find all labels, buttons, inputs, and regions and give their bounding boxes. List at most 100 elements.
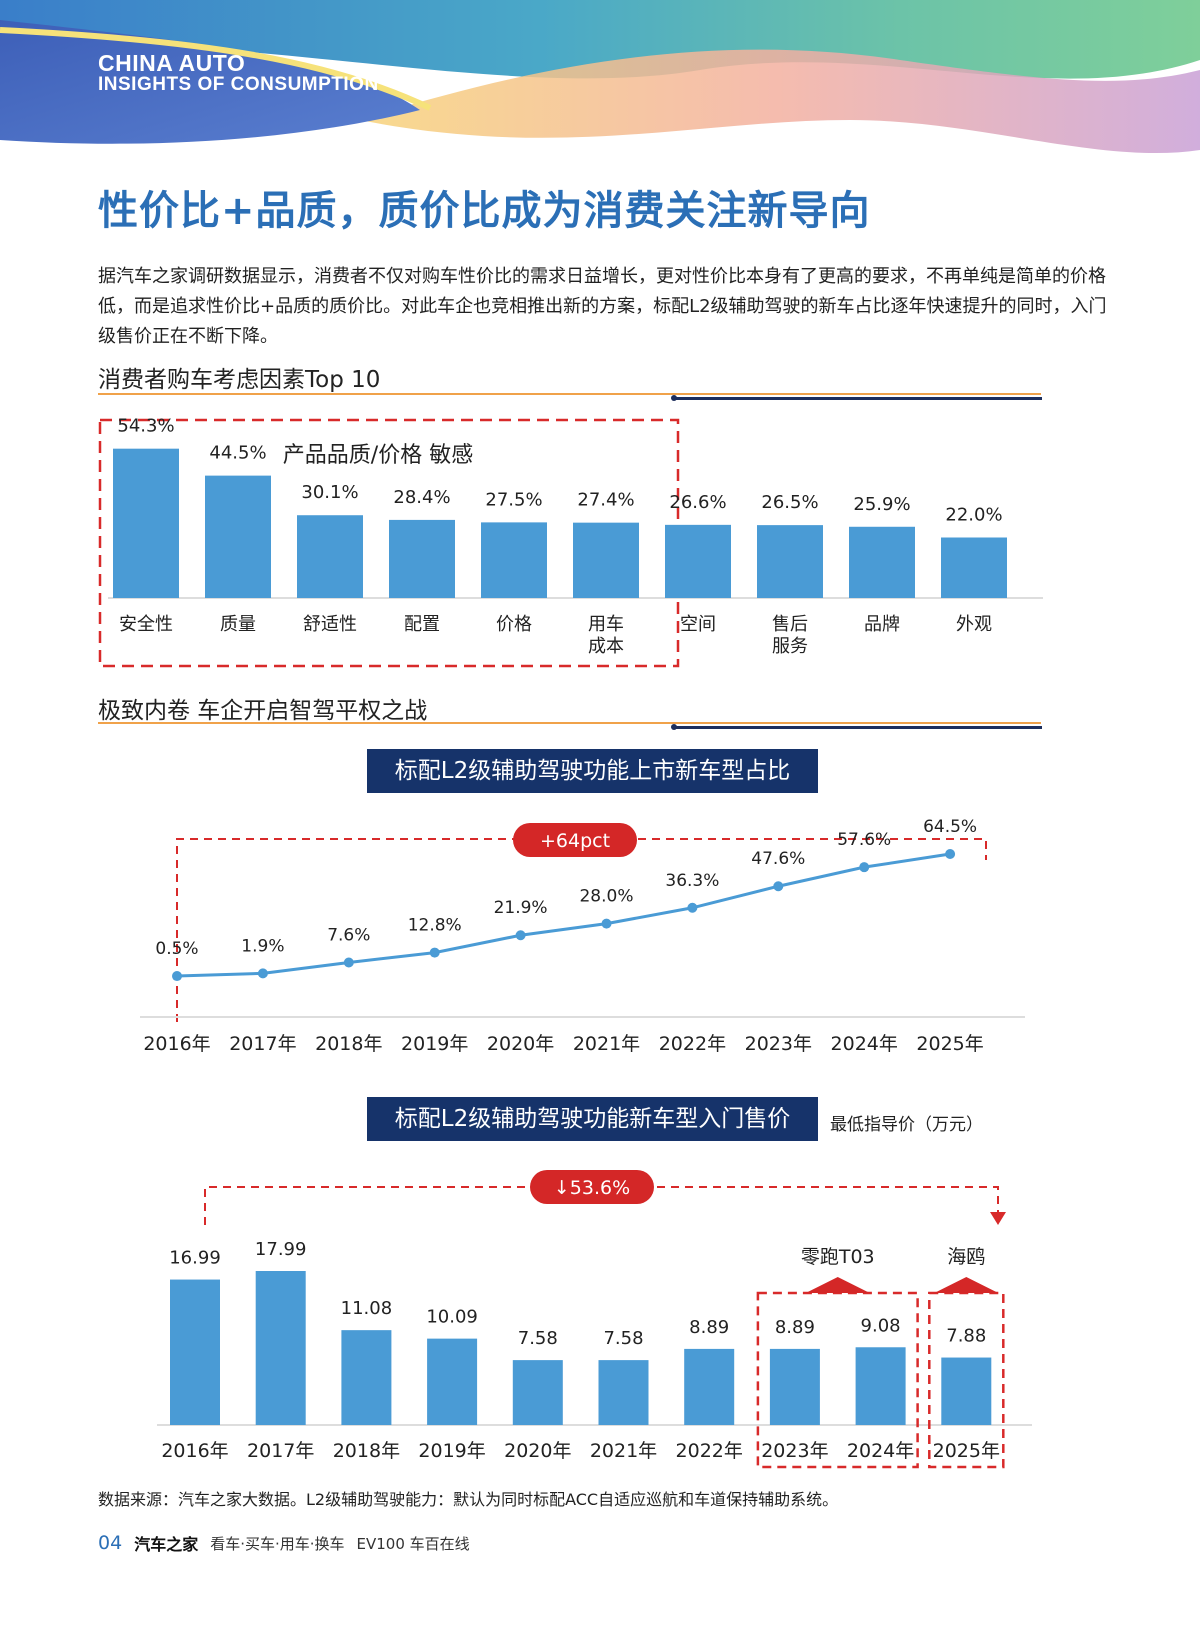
- factor-category-label: 空间: [680, 614, 716, 635]
- factor-bar: [573, 522, 639, 598]
- price-bar: [769, 1348, 820, 1425]
- factor-value-label: 26.5%: [761, 492, 818, 513]
- factor-value-label: 44.5%: [209, 443, 266, 464]
- factor-bar: [389, 519, 455, 598]
- l2-share-line-chart: +64pct 0.5% 2016年 1.9% 2017年 7.6% 2018年 12.8% 2…: [140, 817, 1025, 1055]
- price-bar: [512, 1360, 563, 1425]
- price-bar: [855, 1347, 906, 1425]
- price-year-label: 2016年: [161, 1440, 228, 1462]
- factor-category-label: 安全性: [119, 614, 173, 635]
- price-value-label: 8.89: [689, 1317, 729, 1338]
- footer: 04 汽车之家 看车·买车·用车·换车 EV100 车百在线: [98, 1530, 470, 1556]
- share-value-label: 0.5%: [155, 939, 198, 959]
- section-divider-accent-2: [676, 726, 1042, 729]
- callout-pointer-icon: [934, 1277, 999, 1293]
- share-year-label: 2019年: [401, 1033, 468, 1055]
- section-divider-2: [98, 722, 1041, 724]
- share-value-label: 7.6%: [327, 926, 370, 946]
- section-divider-dot-2: [671, 724, 677, 730]
- share-year-label: 2017年: [229, 1033, 296, 1055]
- factor-bar: [757, 525, 823, 598]
- price-bar: [255, 1271, 306, 1425]
- price-bar: [598, 1360, 649, 1425]
- share-value-label: 57.6%: [837, 830, 891, 850]
- price-value-label: 11.08: [341, 1298, 393, 1319]
- highlight-box: [98, 418, 680, 668]
- price-value-label: 7.58: [603, 1328, 643, 1349]
- callout-pointer-icon: [805, 1277, 870, 1293]
- price-value-label: 9.08: [861, 1315, 901, 1336]
- share-value-label: 28.0%: [579, 887, 633, 907]
- header-banner: [0, 0, 1200, 154]
- price-bar: [427, 1338, 478, 1425]
- price-year-label: 2020年: [504, 1440, 571, 1462]
- factor-bar: [205, 475, 271, 598]
- factor-value-label: 26.6%: [669, 492, 726, 513]
- factor-bar: [113, 448, 179, 598]
- price-value-label: 7.88: [946, 1326, 986, 1347]
- price-value-label: 17.99: [255, 1239, 307, 1260]
- factor-value-label: 28.4%: [393, 487, 450, 508]
- price-year-label: 2025年: [933, 1440, 1000, 1462]
- intro-paragraph: 据汽车之家调研数据显示，消费者不仅对购车性价比的需求日益增长，更对性价比本身有了…: [98, 266, 1107, 347]
- price-year-label: 2017年: [247, 1440, 314, 1462]
- share-value-label: 47.6%: [751, 849, 805, 869]
- price-bar: [170, 1279, 220, 1425]
- factor-category-label: 用车成本: [588, 614, 624, 657]
- price-value-label: 16.99: [169, 1248, 221, 1269]
- page-number: 04: [98, 1532, 123, 1554]
- l2-section-title: 极致内卷 车企开启智驾平权之战: [98, 698, 428, 724]
- highlight-label: 产品品质/价格 敏感: [283, 443, 473, 468]
- share-point: [429, 947, 440, 958]
- section-divider: [98, 393, 1041, 395]
- section-divider-accent: [676, 397, 1042, 400]
- price-year-label: 2022年: [676, 1440, 743, 1462]
- price-value-label: 8.89: [775, 1317, 815, 1338]
- price-year-label: 2021年: [590, 1440, 657, 1462]
- factor-category-label: 舒适性: [303, 614, 357, 635]
- share-year-label: 2018年: [315, 1033, 382, 1055]
- model-callout-label: 海鸥: [947, 1246, 985, 1268]
- arrow-down-icon: [990, 1212, 1006, 1225]
- share-year-label: 2025年: [916, 1033, 983, 1055]
- factors-bar-chart: 产品品质/价格 敏感 54.3% 安全性 44.5% 质量 30.1% 舒适性 28.4% 配…: [98, 416, 1043, 668]
- share-point: [601, 918, 612, 929]
- share-year-label: 2016年: [143, 1033, 210, 1055]
- factor-value-label: 27.5%: [485, 489, 542, 510]
- factor-category-label: 品牌: [864, 614, 900, 635]
- factor-value-label: 27.4%: [577, 490, 634, 511]
- factor-category-label: 售后服务: [772, 614, 808, 657]
- share-year-label: 2023年: [745, 1033, 812, 1055]
- factor-category-label: 配置: [404, 614, 440, 635]
- share-point: [172, 971, 182, 982]
- share-value-label: 1.9%: [241, 936, 284, 956]
- share-value-label: 12.8%: [408, 916, 462, 936]
- annotation-label: +64pct: [540, 830, 610, 852]
- share-year-label: 2024年: [831, 1033, 898, 1055]
- share-point: [515, 930, 526, 941]
- share-value-label: 64.5%: [923, 817, 977, 837]
- price-year-label: 2023年: [761, 1440, 828, 1462]
- share-point: [687, 902, 698, 913]
- page-title: 性价比+品质，质价比成为消费关注新导向: [98, 188, 871, 234]
- share-year-label: 2021年: [573, 1033, 640, 1055]
- factor-value-label: 22.0%: [945, 505, 1002, 526]
- price-year-label: 2018年: [333, 1440, 400, 1462]
- annotation-pill: [513, 823, 637, 857]
- price-bar: [684, 1348, 735, 1425]
- l2-share-chart-title: 标配L2级辅助驾驶功能上市新车型占比: [367, 749, 818, 793]
- share-year-label: 2022年: [659, 1033, 726, 1055]
- price-bar: [941, 1357, 992, 1425]
- factor-category-label: 质量: [220, 614, 256, 635]
- l2-price-bar-chart: ↓53.6% 16.99 2016年 17.99 2017年 11.08 2018年 10.…: [157, 1170, 1032, 1469]
- price-unit-label: 最低指导价（万元）: [830, 1115, 983, 1135]
- share-value-label: 21.9%: [494, 898, 548, 918]
- factor-value-label: 25.9%: [853, 494, 910, 515]
- source-note: 数据来源：汽车之家大数据。L2级辅助驾驶能力：默认为同时标配ACC自适应巡航和车…: [98, 1490, 839, 1509]
- factor-bar: [297, 515, 363, 598]
- brand-line-2: INSIGHTS OF CONSUMPTION: [98, 74, 379, 95]
- price-bar: [341, 1330, 392, 1425]
- share-series-line: [176, 852, 951, 978]
- share-value-label: 36.3%: [665, 871, 719, 891]
- factor-bar: [665, 524, 731, 598]
